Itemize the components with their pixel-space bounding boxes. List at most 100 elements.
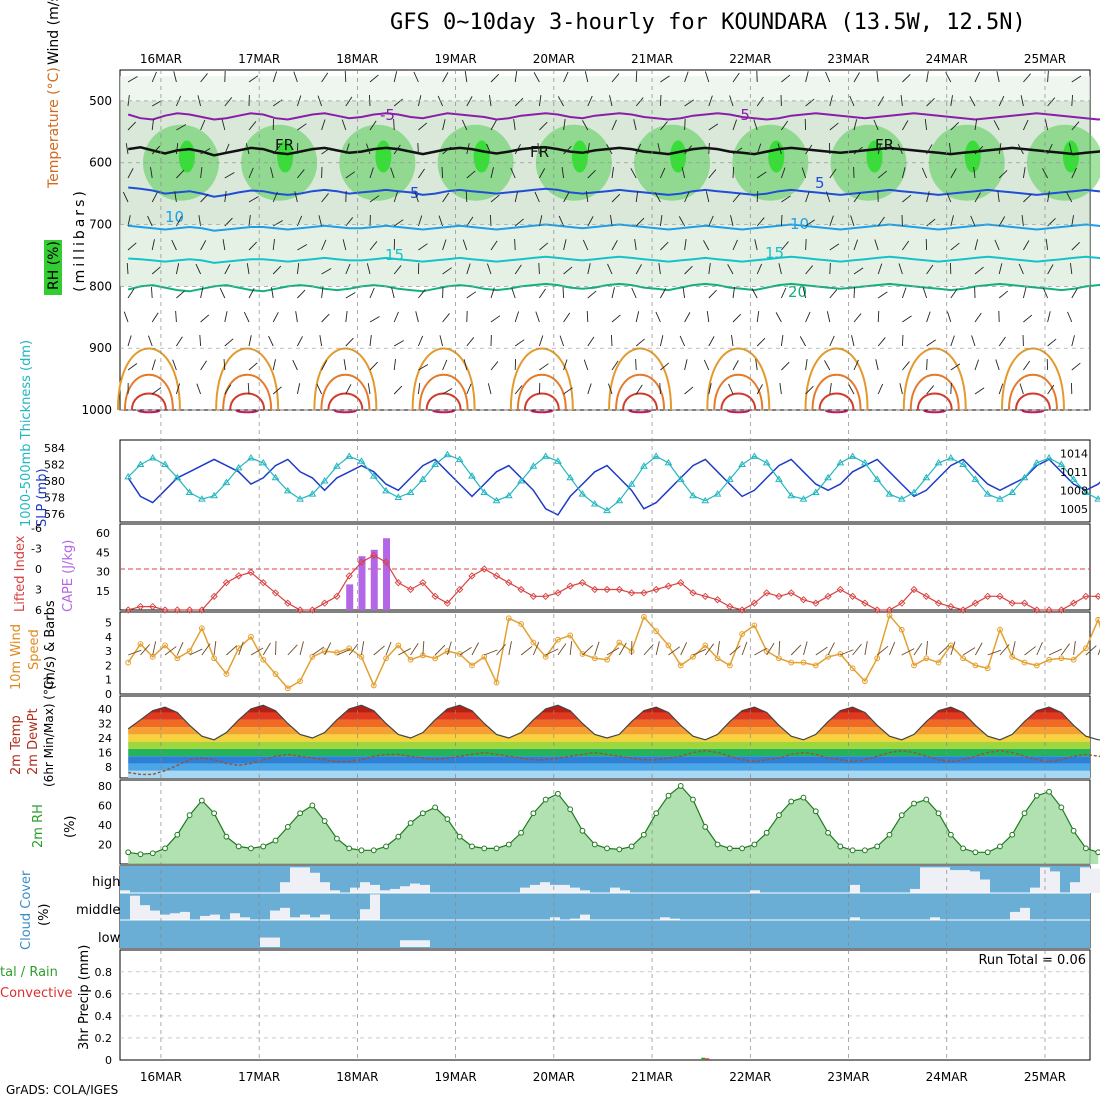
rh-point xyxy=(1083,845,1089,852)
wind-barb xyxy=(563,119,566,131)
wind-barb xyxy=(971,335,976,347)
wind-point xyxy=(591,655,598,662)
date-label-top: 19MAR xyxy=(435,52,477,66)
wind-barb xyxy=(441,166,444,179)
rh-area xyxy=(128,785,1099,864)
wind-barb-10m xyxy=(594,641,600,656)
cape-bar xyxy=(383,538,391,610)
wind-barb xyxy=(514,218,524,227)
rh-point xyxy=(1009,831,1016,838)
wind-barb xyxy=(292,359,298,371)
rh-point xyxy=(248,845,254,852)
lifted-index-point xyxy=(149,602,157,611)
temp-band xyxy=(120,698,1090,705)
wind-ylabel-1: 10m Wind xyxy=(9,624,24,690)
rh-point xyxy=(272,837,279,844)
date-label-bottom: 17MAR xyxy=(238,1070,280,1084)
thickness-point xyxy=(345,452,354,459)
cloud-bar-high xyxy=(300,867,310,893)
wind-barb xyxy=(219,287,226,299)
wind-point xyxy=(567,632,574,639)
cloud-bar-middle xyxy=(670,918,680,920)
rh-core xyxy=(473,140,490,173)
wind-barb-10m xyxy=(766,642,775,656)
panel-frame xyxy=(119,611,1091,695)
thickness-point xyxy=(296,495,304,502)
wind-barb xyxy=(684,191,690,203)
wind-barb xyxy=(1020,95,1024,107)
rh-point xyxy=(997,843,1003,850)
wind-barb xyxy=(901,167,906,179)
wind-barb-10m xyxy=(582,645,594,656)
rh-point xyxy=(886,831,893,838)
rh-point xyxy=(567,806,574,813)
rh-point xyxy=(383,843,389,850)
rh-shading-30 xyxy=(120,224,1090,287)
lifted-index-point xyxy=(517,585,525,594)
isotherm-warm-lobe xyxy=(229,392,266,411)
wind-barb xyxy=(805,144,813,155)
wind-barb xyxy=(1071,288,1078,299)
date-label-top: 20MAR xyxy=(533,52,575,66)
lifted-index-point xyxy=(873,606,881,614)
wind-barb-10m xyxy=(201,643,211,656)
rh-point xyxy=(861,847,868,854)
wind-barb xyxy=(635,70,638,83)
rh-point xyxy=(125,849,132,856)
cloud-bar-middle xyxy=(1010,911,1020,920)
contour-label: -5 xyxy=(380,106,395,124)
wind-barb xyxy=(877,310,880,323)
wind-point xyxy=(1083,645,1089,652)
wind-barb xyxy=(151,100,162,107)
wind-barb xyxy=(272,312,279,323)
wind-barb-10m xyxy=(1085,645,1097,656)
wind-barb xyxy=(561,167,565,179)
isotherm-warm-lobe xyxy=(1020,409,1045,414)
rh-point xyxy=(984,849,991,856)
isotherm-warm-lobe xyxy=(818,392,855,411)
wind-barb xyxy=(902,315,912,323)
thickness-point xyxy=(259,458,268,466)
upper-air-ylabel: Wind (m/s) Temperature (°C) RH (%) xyxy=(44,0,62,295)
lifted-index-point xyxy=(492,572,501,580)
wind-barb xyxy=(464,71,468,83)
rh-point xyxy=(579,827,586,834)
cloud-bar-high xyxy=(1090,868,1100,893)
wind-barb xyxy=(876,71,879,83)
wind-barb xyxy=(850,215,855,227)
wind-barb xyxy=(442,239,447,251)
wind-barb xyxy=(200,119,206,131)
wind-barb xyxy=(271,287,274,299)
wind-tick-label: 3 xyxy=(105,645,112,658)
rh-point xyxy=(174,831,181,838)
rh-ylabel-1: 2m RH xyxy=(31,804,46,848)
wind-barb xyxy=(1023,360,1031,371)
wind-barb xyxy=(587,95,593,107)
wind-barb xyxy=(875,359,879,371)
wind-barb xyxy=(587,169,596,179)
cloud-bar-high xyxy=(610,887,620,893)
rh-point xyxy=(653,810,660,817)
lifted-index-point xyxy=(222,579,231,587)
rh-shading-30-top xyxy=(120,76,1090,101)
lifted-index-point xyxy=(689,589,697,597)
wind-barb xyxy=(582,120,589,131)
thickness-point xyxy=(959,460,968,468)
wind-barb xyxy=(514,71,518,83)
rh-point xyxy=(947,831,954,838)
wind-line xyxy=(127,613,1100,690)
wind-barb xyxy=(877,291,888,299)
isotherm-warm-lobe xyxy=(509,347,574,411)
wind-point xyxy=(186,648,193,655)
cape-bar xyxy=(358,556,366,610)
rh-panel: 20 40 60 80 2m RH (%) xyxy=(31,780,1100,864)
li-tick-label: -3 xyxy=(31,543,42,556)
temp-band xyxy=(128,712,1090,720)
wind-barb xyxy=(780,167,786,179)
wind-barb xyxy=(1047,264,1054,275)
wind-barb xyxy=(877,170,888,179)
wind-barb xyxy=(781,241,789,251)
wind-point xyxy=(162,642,168,649)
date-label-bottom: 24MAR xyxy=(926,1070,968,1084)
wind-barb-10m xyxy=(410,643,419,656)
